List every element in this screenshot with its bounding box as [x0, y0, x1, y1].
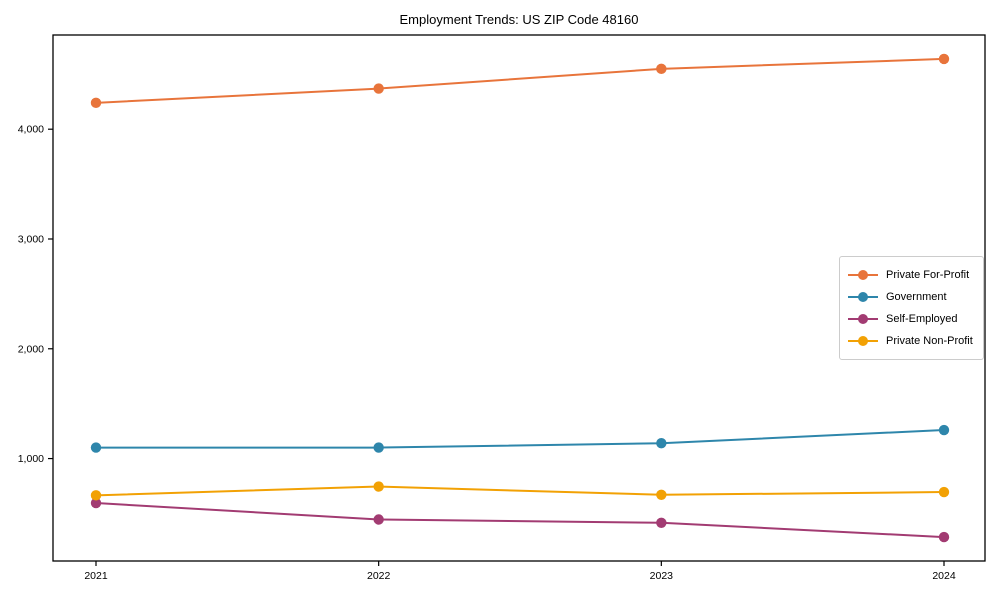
- data-point-marker: [656, 489, 667, 500]
- x-tick-label: 2022: [367, 570, 391, 582]
- data-point-marker: [938, 486, 950, 498]
- legend-label: Self-Employed: [886, 313, 958, 325]
- data-point-marker: [938, 531, 950, 543]
- x-tick-label: 2021: [84, 570, 108, 582]
- legend-item: Private Non-Profit: [848, 330, 973, 352]
- legend-label: Private For-Profit: [886, 269, 970, 281]
- data-point-marker: [938, 424, 950, 436]
- data-point-marker: [90, 97, 102, 109]
- legend-item: Self-Employed: [848, 308, 973, 330]
- y-tick-label: 4,000: [18, 124, 44, 136]
- series-line-private-non-profit: [95, 485, 945, 497]
- data-point-marker: [373, 481, 384, 492]
- legend-label: Government: [886, 291, 947, 303]
- chart-title: Employment Trends: US ZIP Code 48160: [399, 12, 639, 27]
- series-line-private-for-profit: [95, 57, 945, 104]
- data-point-marker: [373, 442, 384, 453]
- data-point-marker: [90, 442, 102, 453]
- legend-item: Government: [848, 286, 973, 308]
- legend: Private For-Profit Government Self-Emplo…: [839, 256, 984, 360]
- data-point-marker: [373, 83, 384, 94]
- legend-line-marker-icon: [848, 269, 878, 281]
- data-point-marker: [656, 63, 667, 75]
- series-line-self-employed: [95, 502, 945, 539]
- legend-line-marker-icon: [848, 313, 878, 325]
- data-point-marker: [656, 517, 667, 528]
- series-line-government: [96, 429, 945, 449]
- data-point-marker: [90, 497, 102, 509]
- x-tick-label: 2023: [650, 570, 674, 582]
- legend-item: Private For-Profit: [848, 264, 973, 286]
- data-point-marker: [938, 53, 950, 65]
- plot-border: [52, 34, 986, 562]
- data-point-marker: [656, 437, 667, 449]
- legend-line-marker-icon: [848, 291, 878, 303]
- y-tick-label: 3,000: [18, 233, 44, 245]
- y-tick-label: 1,000: [18, 453, 44, 465]
- legend-line-marker-icon: [848, 335, 878, 347]
- legend-label: Private Non-Profit: [886, 335, 973, 347]
- x-tick-label: 2024: [932, 570, 956, 582]
- data-point-marker: [373, 514, 384, 525]
- y-tick-label: 2,000: [18, 343, 44, 355]
- data-point-marker: [90, 490, 102, 501]
